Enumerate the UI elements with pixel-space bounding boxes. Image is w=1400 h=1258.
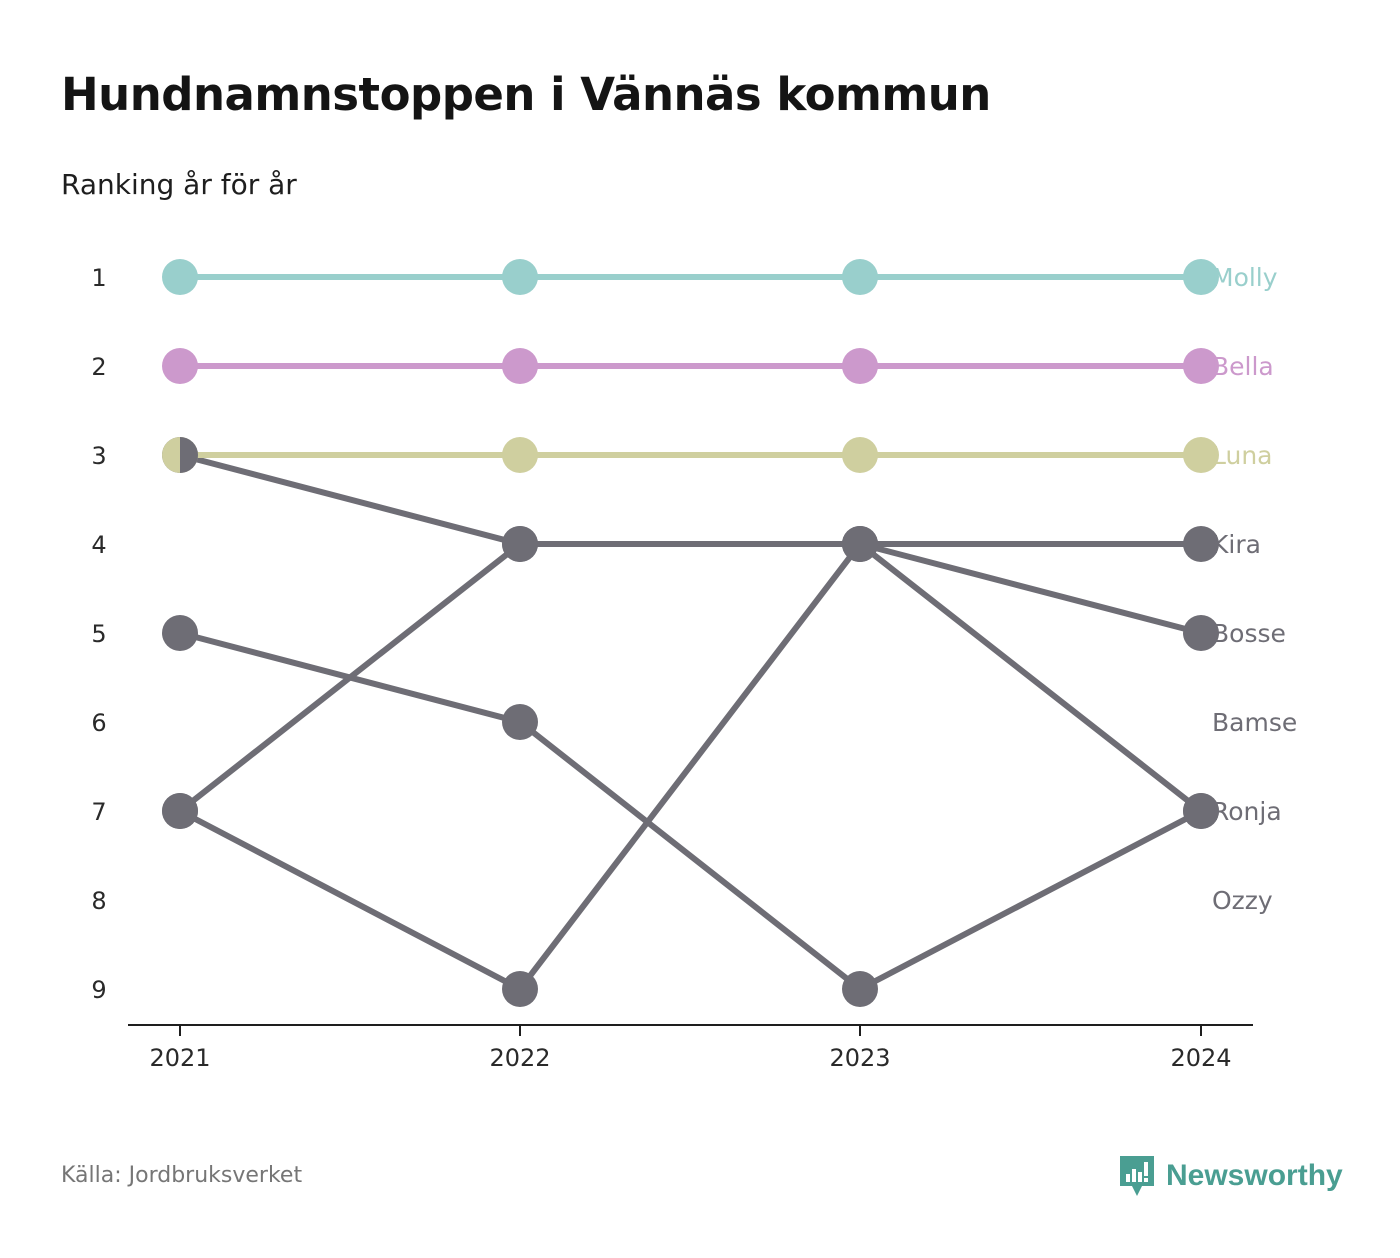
y-tick-label: 7	[91, 798, 106, 826]
series-label: Bosse	[1212, 619, 1286, 648]
series-point	[1183, 793, 1219, 829]
series-point	[502, 437, 538, 473]
x-tick-label: 2023	[829, 1044, 890, 1072]
series-line	[179, 630, 1203, 992]
brand-logo[interactable]: Newsworthy	[1118, 1154, 1343, 1198]
series-point	[502, 259, 538, 295]
series-point	[1183, 348, 1219, 384]
y-tick-label: 8	[91, 887, 106, 915]
x-tick-label: 2021	[149, 1044, 210, 1072]
series-point	[1183, 259, 1219, 295]
series-label: Ozzy	[1212, 886, 1273, 915]
series-labels: Molly Bella Luna Kira Bosse Bamse Ronja Ozzy	[1212, 263, 1297, 915]
y-axis-ticks: 1 2 3 4 5 6 7 8 9	[91, 264, 106, 1004]
series-lines	[178, 274, 1203, 992]
series-point	[502, 971, 538, 1007]
series-point	[1183, 615, 1219, 651]
y-tick-label: 1	[91, 264, 106, 292]
source-note: Källa: Jordbruksverket	[61, 1163, 303, 1188]
series-label: Bella	[1212, 352, 1274, 381]
series-line	[179, 452, 1201, 547]
series-point	[1183, 526, 1219, 562]
brand-name: Newsworthy	[1166, 1159, 1343, 1192]
series-line	[178, 541, 1202, 992]
series-point	[502, 348, 538, 384]
newsworthy-logo-icon	[1120, 1156, 1154, 1196]
series-point	[502, 526, 538, 562]
series-label: Luna	[1212, 441, 1273, 470]
series-point	[162, 259, 198, 295]
x-axis: 2021 2022 2023 2024	[128, 1024, 1253, 1072]
series-label: Ronja	[1212, 797, 1282, 826]
series-point	[1183, 437, 1219, 473]
series-point	[162, 793, 198, 829]
series-label: Bamse	[1212, 708, 1297, 737]
series-point	[502, 704, 538, 740]
series-point	[842, 437, 878, 473]
series-point	[842, 971, 878, 1007]
series-label: Molly	[1212, 263, 1278, 292]
y-tick-label: 5	[91, 620, 106, 648]
series-line	[178, 541, 1203, 814]
chart-title: Hundnamnstoppen i Vännäs kommun	[61, 68, 991, 121]
overlap-point	[180, 437, 198, 473]
series-point	[162, 615, 198, 651]
series-points	[162, 259, 1219, 1007]
y-tick-label: 6	[91, 709, 106, 737]
series-label: Kira	[1212, 530, 1261, 559]
series-point	[842, 259, 878, 295]
y-tick-label: 2	[91, 353, 106, 381]
x-tick-label: 2022	[489, 1044, 550, 1072]
series-point	[162, 348, 198, 384]
y-tick-label: 4	[91, 531, 106, 559]
chart-subtitle: Ranking år för år	[61, 168, 297, 201]
series-point	[842, 348, 878, 384]
y-tick-label: 3	[91, 442, 106, 470]
series-point	[842, 526, 878, 562]
y-tick-label: 9	[91, 976, 106, 1004]
x-tick-label: 2024	[1170, 1044, 1231, 1072]
